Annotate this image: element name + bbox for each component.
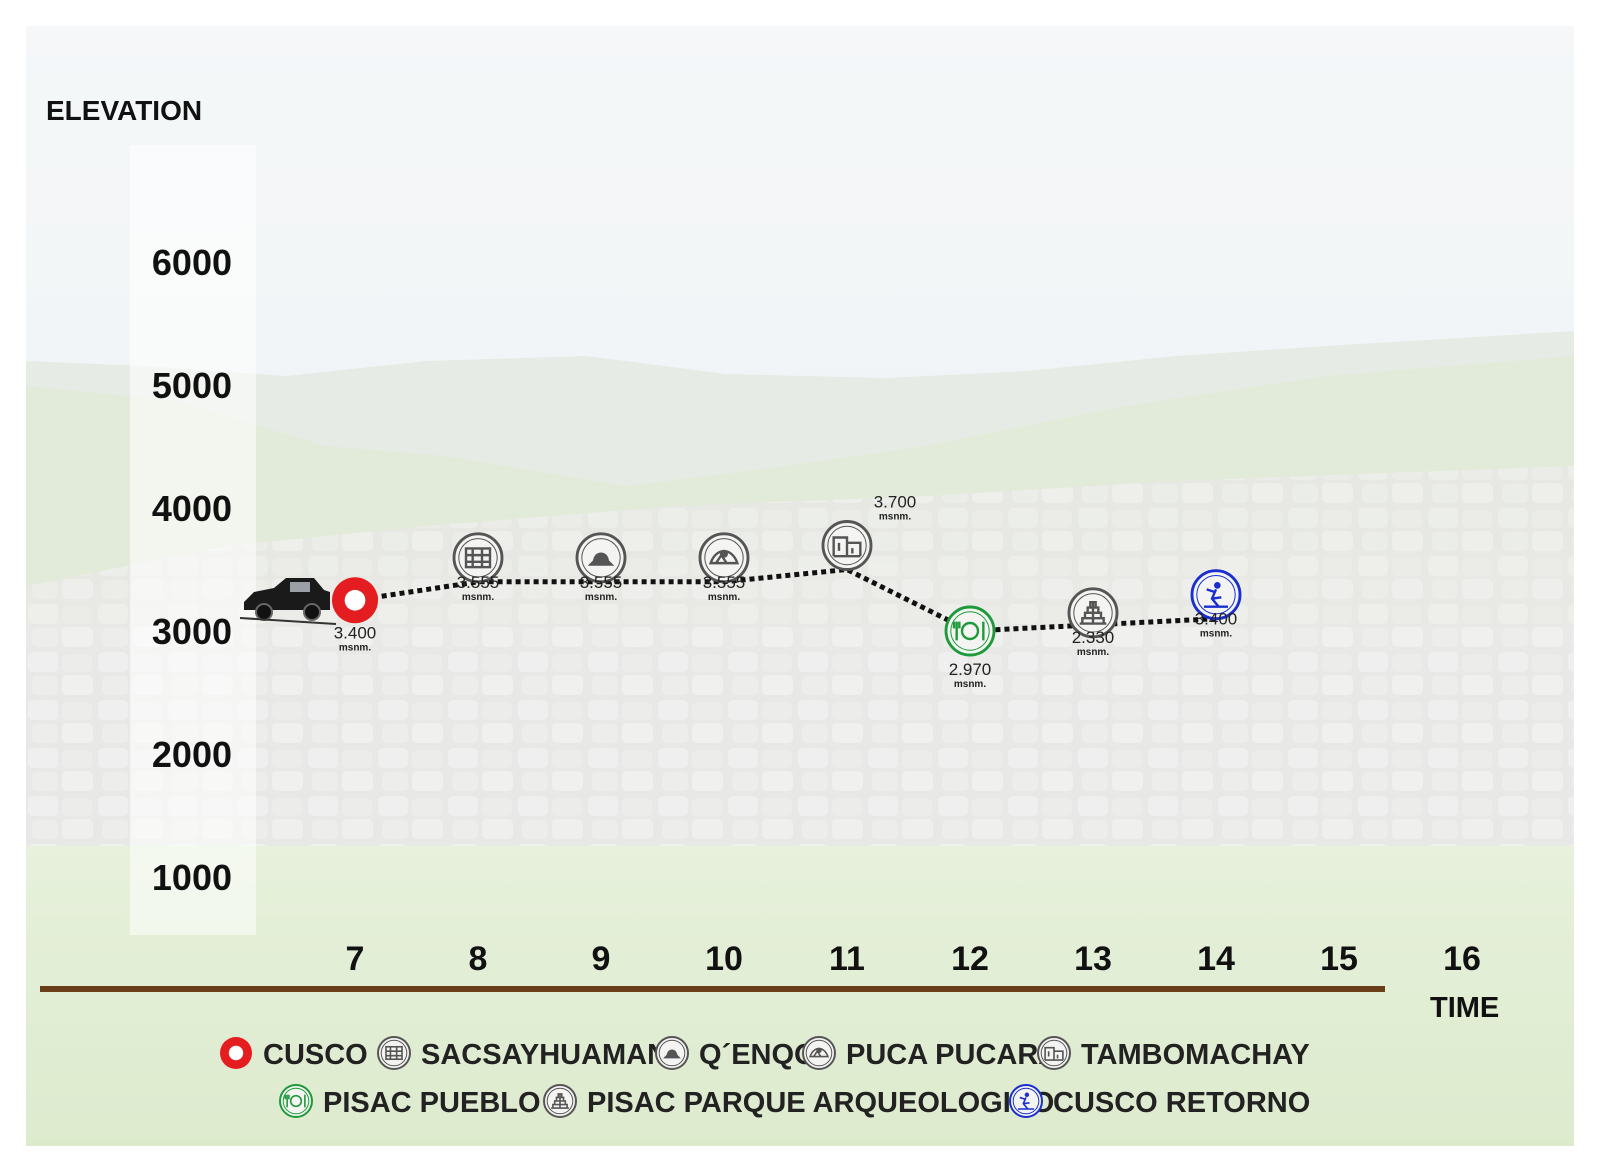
sacsayhuaman-icon (385, 1045, 403, 1061)
cusco-retorno-marker (1190, 569, 1242, 621)
puca-pucara-icon (709, 549, 739, 565)
route-points: 3.400msnm.3.555msnm.3.555msnm.3.555msnm.… (332, 493, 1242, 690)
qenqo-marker (655, 1036, 689, 1070)
legend-label: SACSAYHUAMAN (421, 1039, 668, 1071)
tambomachay-icon (1044, 1046, 1064, 1061)
pisac-parque-icon (551, 1093, 569, 1109)
legend-label: PISAC PARQUE ARQUEOLOGICO (587, 1087, 1054, 1119)
sacsayhuaman-marker (452, 532, 504, 584)
legend-item: PUCA PUCARA (802, 1036, 1059, 1071)
point-unit-label: msnm. (339, 642, 371, 653)
x-tick-label: 14 (1197, 940, 1235, 978)
point-unit-label: msnm. (1077, 647, 1109, 658)
legend-label: Q´ENQO (699, 1039, 817, 1071)
y-tick-label: 6000 (152, 242, 232, 283)
legend-label: CUSCO RETORNO (1053, 1087, 1310, 1119)
legend-label: PISAC PUEBLO (323, 1087, 541, 1119)
sacsayhuaman-icon (464, 547, 492, 569)
x-tick-label: 15 (1320, 940, 1358, 978)
cusco-ring-marker (220, 1037, 252, 1069)
cusco-retorno-marker (1009, 1084, 1043, 1118)
cusco-retorno-icon (1203, 582, 1229, 608)
point-unit-label: msnm. (879, 512, 911, 523)
x-tick-label: 10 (705, 940, 743, 978)
x-tick-label: 16 (1443, 940, 1481, 978)
point-elevation-label: 2.970 (949, 660, 992, 679)
point-elevation-label: 3.400 (334, 623, 377, 642)
truck-icon (239, 578, 337, 625)
puca-pucara-marker (698, 532, 750, 584)
x-axis-title: TIME (1430, 992, 1499, 1024)
point-unit-label: msnm. (954, 679, 986, 690)
x-tick-label: 13 (1074, 940, 1112, 978)
point-unit-label: msnm. (1200, 629, 1232, 640)
tambomachay-marker (821, 520, 873, 571)
legend-label: PUCA PUCARA (846, 1039, 1059, 1071)
x-tick-label: 12 (951, 940, 989, 978)
legend-item: SACSAYHUAMAN (377, 1036, 668, 1071)
legend-item: CUSCO RETORNO (1009, 1084, 1310, 1119)
cusco-retorno-icon (1018, 1092, 1034, 1110)
y-axis-title: ELEVATION (46, 95, 202, 126)
tambomachay-icon (832, 536, 862, 558)
pisac-parque-marker (1067, 587, 1119, 639)
y-tick-label: 4000 (152, 488, 232, 529)
time-axis-line (40, 986, 1385, 992)
legend: CUSCO SACSAYHUAMAN Q´ENQO PUCA PUCARA TAMBOM… (220, 1036, 1310, 1119)
legend-item: PISAC PARQUE ARQUEOLOGICO (543, 1084, 1054, 1119)
qenqo-icon (663, 1049, 681, 1059)
pisac-parque-marker (543, 1084, 577, 1118)
pisac-pueblo-marker (944, 605, 996, 657)
legend-item: CUSCO (220, 1037, 368, 1071)
tambomachay-marker (1037, 1036, 1071, 1070)
legend-item: Q´ENQO (655, 1036, 817, 1071)
point-elevation-label: 3.555 (703, 573, 746, 592)
point-elevation-label: 3.400 (1195, 610, 1238, 629)
point-unit-label: msnm. (462, 592, 494, 603)
y-tick-label: 5000 (152, 365, 232, 406)
point-elevation-label: 3.700 (874, 493, 917, 512)
point-unit-label: msnm. (708, 592, 740, 603)
puca-pucara-marker (802, 1036, 836, 1070)
sacsayhuaman-marker (377, 1036, 411, 1070)
legend-label: CUSCO (263, 1039, 368, 1071)
x-tick-label: 7 (346, 940, 365, 978)
x-tick-label: 8 (469, 940, 488, 978)
puca-pucara-icon (809, 1047, 829, 1058)
pisac-pueblo-icon (284, 1094, 306, 1108)
y-axis-band (130, 145, 256, 935)
pisac-pueblo-icon (952, 621, 985, 641)
legend-item: TAMBOMACHAY (1037, 1036, 1310, 1071)
y-tick-label: 2000 (152, 734, 232, 775)
legend-label: TAMBOMACHAY (1081, 1039, 1310, 1071)
x-tick-label: 9 (592, 940, 611, 978)
pisac-pueblo-marker (279, 1084, 313, 1118)
point-elevation-label: 3.555 (457, 573, 500, 592)
point-elevation-label: 3.555 (580, 573, 623, 592)
point-unit-label: msnm. (585, 592, 617, 603)
qenqo-icon (587, 552, 615, 566)
x-tick-label: 11 (829, 940, 865, 978)
y-tick-labels: 6000 5000 4000 3000 2000 1000 (152, 242, 232, 898)
y-tick-label: 3000 (152, 611, 232, 652)
y-tick-label: 1000 (152, 857, 232, 898)
cusco-ring-marker (332, 577, 378, 624)
qenqo-marker (575, 532, 627, 584)
route-line (354, 566, 1217, 634)
x-tick-labels: 7 8 9 10 11 12 13 14 15 16 (346, 940, 1481, 978)
point-elevation-label: 2.330 (1072, 628, 1115, 647)
legend-item: PISAC PUEBLO (279, 1084, 541, 1119)
pisac-parque-icon (1079, 600, 1107, 625)
